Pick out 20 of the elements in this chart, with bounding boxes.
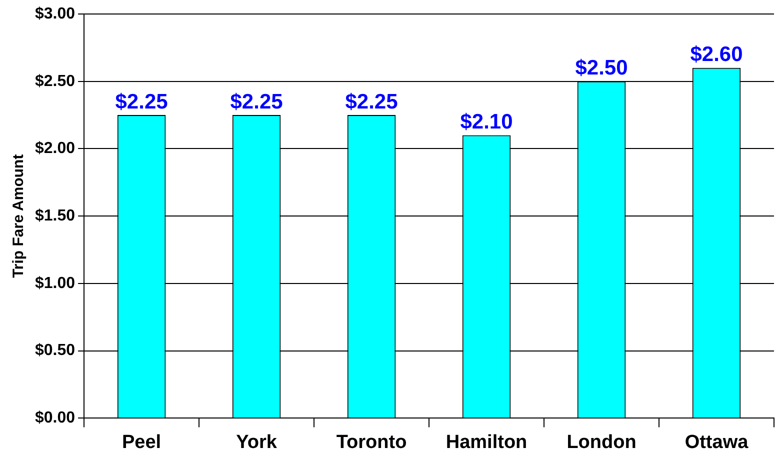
data-label: $2.25 bbox=[230, 90, 284, 114]
x-tick-label: York bbox=[236, 432, 278, 453]
data-label: $2.25 bbox=[345, 90, 398, 114]
y-tick-label: $2.50 bbox=[34, 72, 76, 90]
x-tick-label: Toronto bbox=[336, 432, 407, 453]
x-tick-label: Ottawa bbox=[684, 432, 749, 453]
x-tick-label: Peel bbox=[122, 432, 162, 453]
y-tick-label: $3.00 bbox=[34, 5, 76, 22]
y-tick-label: $1.00 bbox=[34, 274, 76, 292]
y-tick-label: $2.00 bbox=[34, 140, 76, 158]
y-tick-label: $0.50 bbox=[34, 342, 76, 360]
data-label: $2.25 bbox=[115, 90, 168, 114]
data-label: $2.10 bbox=[460, 110, 513, 134]
y-tick-label: $0.00 bbox=[34, 410, 76, 427]
data-label: $2.60 bbox=[690, 43, 743, 66]
x-tick-label: Hamilton bbox=[446, 432, 528, 453]
y-axis-title: Trip Fare Amount bbox=[10, 154, 28, 278]
data-label: $2.50 bbox=[575, 56, 628, 80]
y-tick-label: $1.50 bbox=[34, 208, 76, 225]
x-tick-label: London bbox=[566, 432, 636, 453]
